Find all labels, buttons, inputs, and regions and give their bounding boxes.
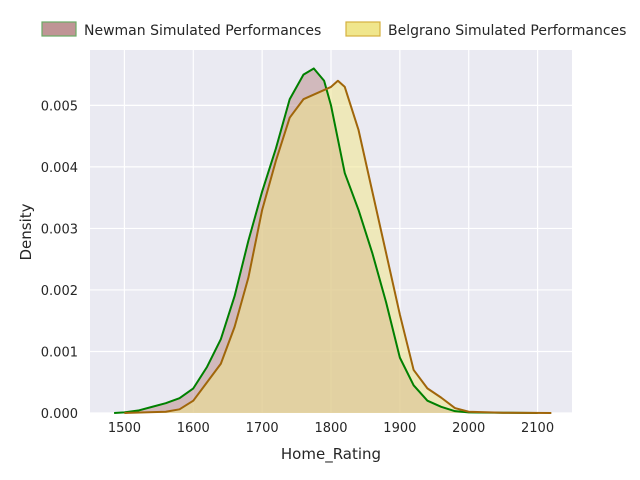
density-line-belgrano [124, 79, 552, 414]
x-tick-label: 1700 [246, 421, 279, 436]
x-tick-label: 1600 [177, 421, 210, 436]
x-tick-label: 2100 [521, 421, 554, 436]
y-tick-label: 0.004 [41, 161, 78, 176]
y-tick-label: 0.002 [41, 284, 78, 299]
y-axis-title: Density [17, 203, 35, 260]
x-axis-title: Home_Rating [281, 445, 381, 464]
legend-swatch-newman [41, 21, 77, 37]
legend: Newman Simulated Performances Belgrano S… [41, 21, 626, 39]
legend-swatch-belgrano [345, 21, 381, 37]
y-tick-label: 0.005 [41, 99, 78, 114]
y-ticks: 0.000 0.001 0.002 0.003 0.004 0.005 [41, 99, 78, 422]
y-tick-label: 0.003 [41, 222, 78, 237]
y-tick-label: 0.001 [41, 345, 78, 360]
y-tick-label: 0.000 [41, 407, 78, 422]
x-ticks: 1500 1600 1700 1800 1900 2000 2100 [108, 421, 554, 436]
density-line-newman [114, 67, 538, 414]
density-series [114, 67, 552, 414]
legend-label-newman: Newman Simulated Performances [84, 23, 321, 39]
x-tick-label: 1900 [383, 421, 416, 436]
x-tick-label: 2000 [452, 421, 485, 436]
legend-label-belgrano: Belgrano Simulated Performances [388, 23, 626, 39]
x-tick-label: 1800 [314, 421, 347, 436]
density-area-belgrano [124, 80, 552, 413]
x-tick-label: 1500 [108, 421, 141, 436]
